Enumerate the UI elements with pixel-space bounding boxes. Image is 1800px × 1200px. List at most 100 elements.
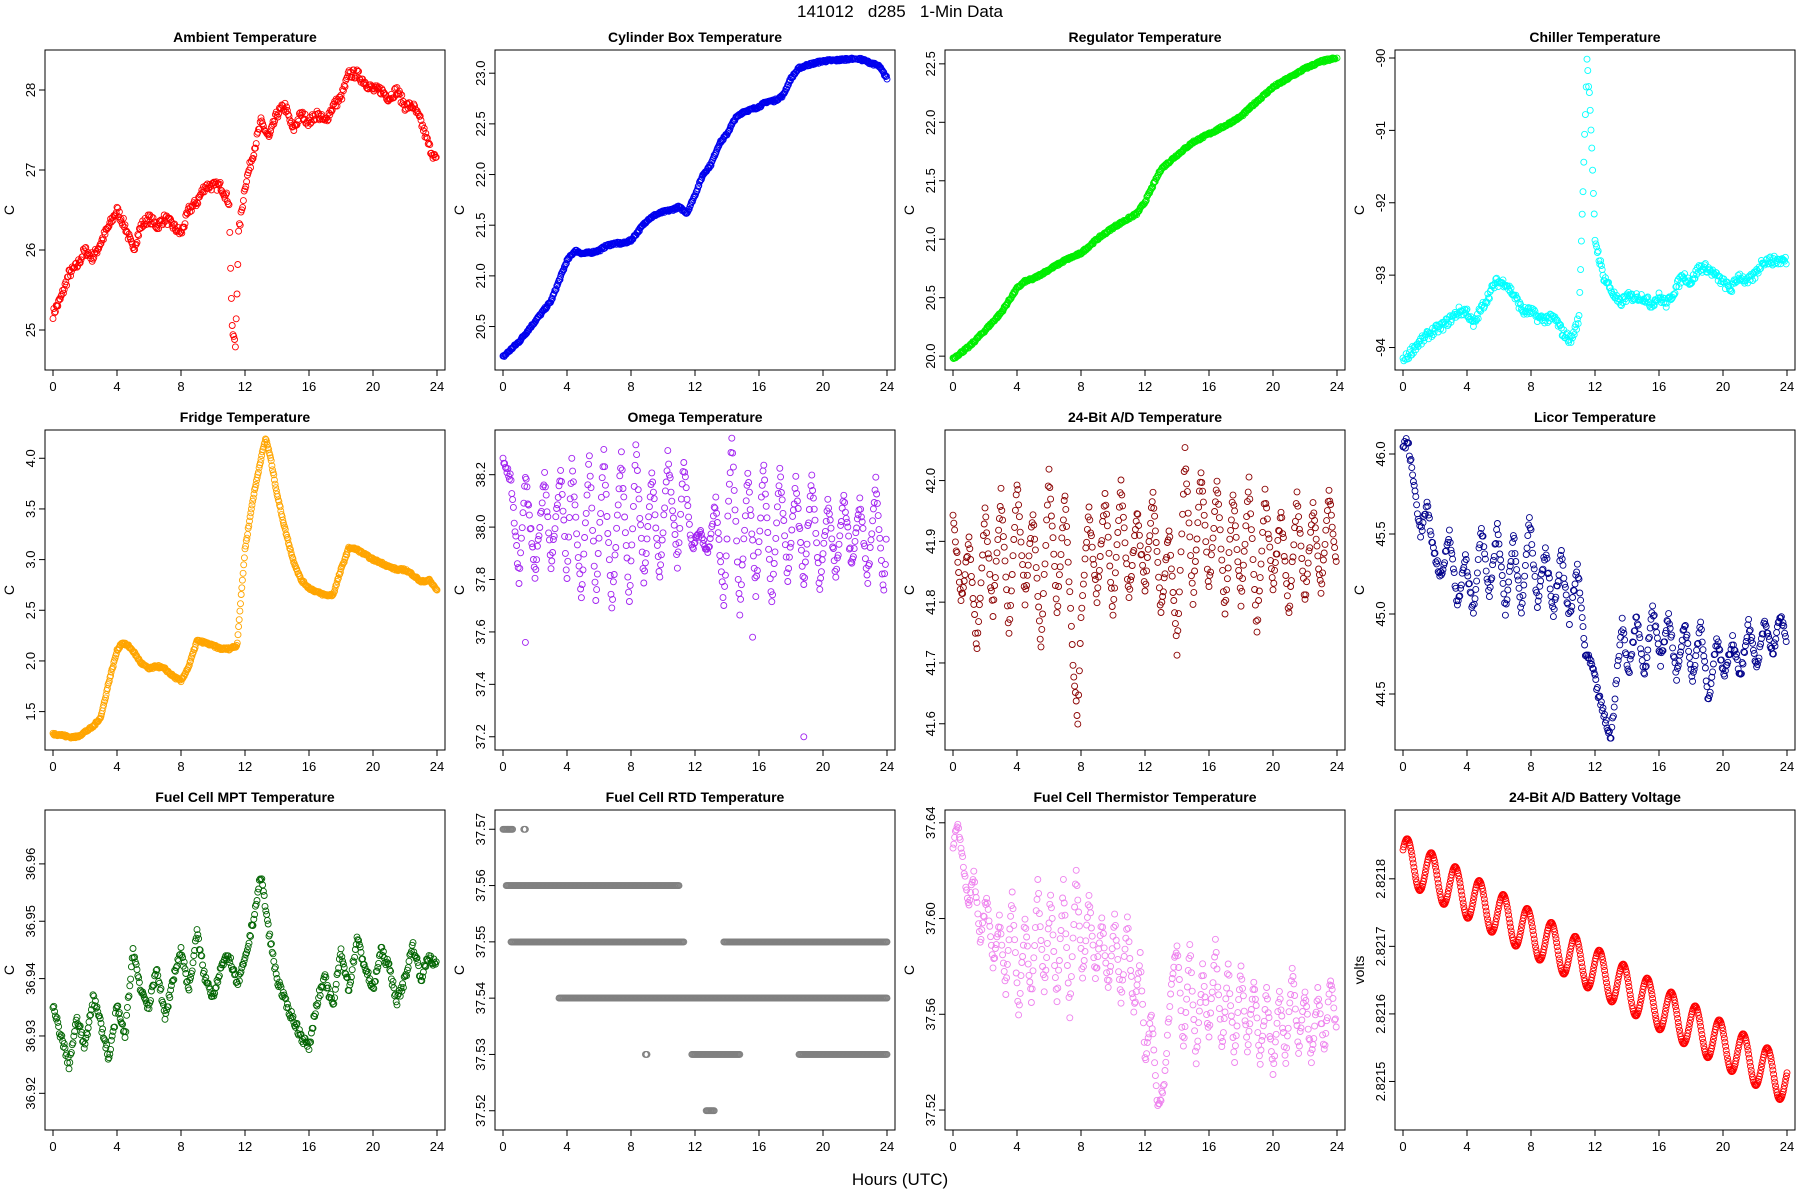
data-point	[1030, 521, 1038, 529]
data-point	[529, 543, 537, 551]
data-point	[876, 534, 884, 542]
plot-frame	[44, 809, 446, 1131]
plot-frame	[494, 809, 896, 1131]
data-point	[1523, 544, 1531, 552]
data-point	[872, 473, 880, 481]
data-point	[1694, 639, 1702, 647]
data-point	[1298, 555, 1306, 562]
data-point	[284, 535, 292, 543]
data-point	[676, 524, 684, 532]
data-point	[1480, 543, 1488, 551]
data-point	[1586, 106, 1594, 114]
data-point	[340, 964, 348, 971]
data-point	[334, 575, 342, 583]
data-point	[1174, 627, 1182, 635]
data-point	[856, 494, 864, 502]
data-point	[1627, 652, 1635, 660]
data-point	[1153, 547, 1161, 555]
data-point	[1296, 529, 1304, 537]
data-point	[967, 572, 975, 580]
data-point	[1165, 527, 1173, 535]
data-point	[1511, 295, 1519, 303]
data-point	[354, 936, 362, 944]
data-point	[1433, 557, 1441, 565]
data-point	[977, 579, 985, 587]
data-point	[1494, 531, 1502, 539]
data-point	[1036, 635, 1044, 643]
plot-frame	[944, 49, 1346, 371]
data-point	[1231, 522, 1239, 530]
data-point	[1239, 561, 1247, 569]
panel-cylinder: Cylinder Box Temperature C 0 4 8 12 16 20 24 20.5…	[450, 0, 900, 394]
data-point	[533, 556, 541, 564]
data-point	[147, 997, 155, 1005]
data-point	[1160, 574, 1168, 582]
data-point	[716, 551, 724, 559]
data-point	[1193, 535, 1201, 543]
data-point	[1592, 676, 1600, 683]
data-point	[285, 112, 293, 120]
data-point	[331, 985, 339, 993]
data-point	[1424, 502, 1432, 510]
data-point	[1540, 553, 1548, 561]
y-tick-label: 37.8	[473, 567, 488, 592]
y-tick-label: -92	[1373, 193, 1388, 212]
y-tick-label: 36.92	[23, 1077, 38, 1110]
data-point	[225, 201, 233, 209]
data-point	[1585, 654, 1593, 662]
data-point	[279, 102, 287, 110]
data-point	[1525, 514, 1533, 522]
data-point	[1421, 334, 1429, 342]
data-point	[107, 1036, 115, 1044]
data-point	[836, 532, 844, 540]
data-point	[709, 520, 717, 528]
data-point	[580, 550, 588, 558]
data-point	[996, 503, 1004, 510]
data-point	[102, 1044, 110, 1052]
y-tick-label: 45.5	[1373, 521, 1388, 546]
data-point	[1143, 567, 1151, 575]
data-point	[1678, 636, 1686, 644]
data-point	[243, 949, 251, 957]
data-point	[347, 973, 355, 981]
data-point	[341, 83, 349, 91]
data-point	[1041, 560, 1049, 568]
data-point	[387, 90, 395, 98]
data-point	[420, 124, 428, 132]
data-point	[951, 526, 959, 534]
data-point	[1031, 546, 1039, 554]
data-point	[998, 506, 1006, 514]
data-point	[1071, 682, 1079, 690]
data-point	[1171, 620, 1179, 628]
y-tick-label: 21.5	[923, 168, 938, 193]
data-point	[869, 505, 877, 513]
data-point	[822, 517, 830, 525]
data-point	[166, 214, 174, 222]
data-point	[608, 604, 616, 612]
data-point	[1137, 551, 1145, 559]
data-point	[316, 992, 324, 999]
data-point	[777, 489, 785, 496]
data-point	[1619, 626, 1627, 634]
y-tick-label: 45.0	[1373, 601, 1388, 626]
data-point	[1175, 610, 1183, 618]
data-point	[1516, 593, 1524, 601]
data-point	[374, 963, 382, 971]
data-point	[607, 590, 615, 598]
data-point	[1575, 312, 1583, 319]
data-point	[1307, 528, 1315, 536]
data-point	[1046, 484, 1054, 491]
data-point	[1697, 626, 1705, 633]
data-point	[653, 541, 661, 549]
data-point	[784, 578, 792, 585]
data-point	[143, 220, 151, 228]
data-point	[864, 579, 872, 587]
data-point	[991, 582, 999, 589]
data-point	[1669, 644, 1677, 652]
data-point	[602, 490, 610, 498]
data-point	[986, 570, 994, 578]
data-point	[562, 566, 570, 574]
data-point	[162, 1010, 170, 1017]
data-point	[375, 959, 383, 967]
data-point	[1454, 597, 1462, 605]
